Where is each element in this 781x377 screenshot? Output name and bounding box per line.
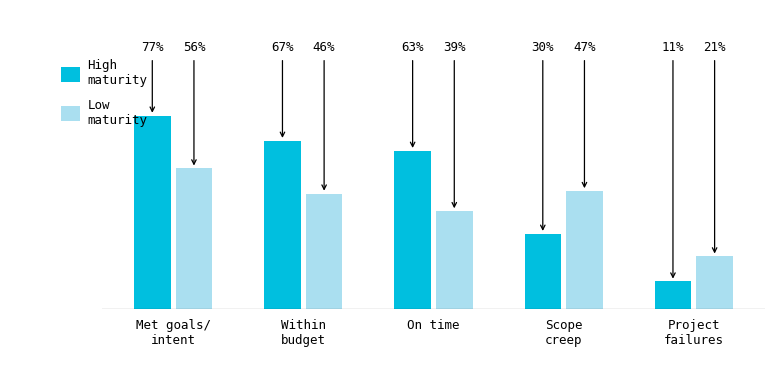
Text: 39%: 39% [443,41,465,54]
Bar [264,141,301,309]
Bar [394,151,431,309]
Bar [436,211,473,309]
Bar [525,234,561,309]
Text: 46%: 46% [313,41,335,54]
Bar [176,169,212,309]
Bar [134,116,170,309]
Text: 63%: 63% [401,41,424,54]
Bar [654,282,691,309]
Bar [306,193,342,309]
Text: 30%: 30% [532,41,554,54]
Text: 67%: 67% [271,41,294,54]
Legend: High
maturity, Low
maturity: High maturity, Low maturity [62,60,148,127]
Text: 56%: 56% [183,41,205,54]
Text: 11%: 11% [662,41,684,54]
Bar [566,191,603,309]
Text: 47%: 47% [573,41,596,54]
Bar [697,256,733,309]
Text: 21%: 21% [704,41,726,54]
Text: 77%: 77% [141,41,163,54]
